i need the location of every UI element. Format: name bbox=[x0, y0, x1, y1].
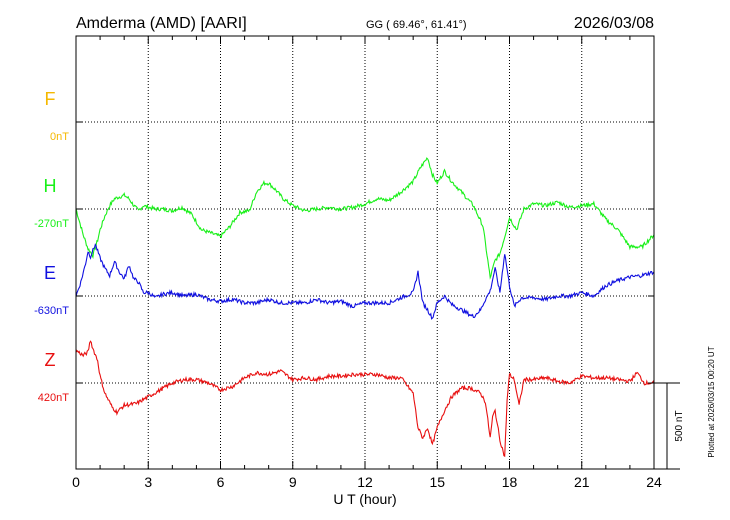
x-axis-label: U T (hour) bbox=[333, 491, 396, 507]
scale-bar: 500 nT bbox=[654, 382, 685, 470]
channel-label-e: E bbox=[44, 263, 56, 283]
series-line-e bbox=[75, 243, 655, 320]
x-tick-label: 9 bbox=[289, 474, 297, 490]
grid-lines bbox=[76, 36, 654, 469]
station-title: Amderma (AMD) [AARI] bbox=[76, 15, 247, 32]
trace-group bbox=[75, 157, 655, 458]
x-tick-label: 3 bbox=[144, 474, 152, 490]
x-tick-label: 21 bbox=[574, 474, 590, 490]
x-tick-label: 12 bbox=[357, 474, 373, 490]
channel-label-f: F bbox=[45, 89, 56, 109]
channel-label-z: Z bbox=[45, 350, 56, 370]
channel-baseline-h: -270nT bbox=[34, 218, 69, 230]
x-tick-label: 24 bbox=[646, 474, 662, 490]
channel-baseline-z: 420nT bbox=[38, 392, 69, 404]
channel-labels: F 0nT H -270nT E -630nT Z 420nT bbox=[34, 89, 69, 404]
plot-date: 2026/03/08 bbox=[574, 15, 654, 32]
x-tick-label: 6 bbox=[217, 474, 225, 490]
x-tick-label: 18 bbox=[502, 474, 518, 490]
channel-label-h: H bbox=[44, 176, 57, 196]
plotted-at-note: Plotted at 2026/03/15 00:20 UT bbox=[707, 346, 716, 457]
scale-bar-label: 500 nT bbox=[674, 410, 685, 441]
channel-baseline-e: -630nT bbox=[34, 305, 69, 317]
series-line-h bbox=[75, 157, 655, 280]
series-line-z bbox=[75, 340, 655, 458]
x-axis-ticks: 0 3 6 9 12 15 18 21 24 bbox=[72, 36, 662, 490]
x-tick-label: 0 bbox=[72, 474, 80, 490]
channel-baseline-f: 0nT bbox=[50, 131, 69, 143]
station-coords: GG ( 69.46°, 61.41°) bbox=[366, 19, 467, 31]
x-tick-label: 15 bbox=[429, 474, 445, 490]
